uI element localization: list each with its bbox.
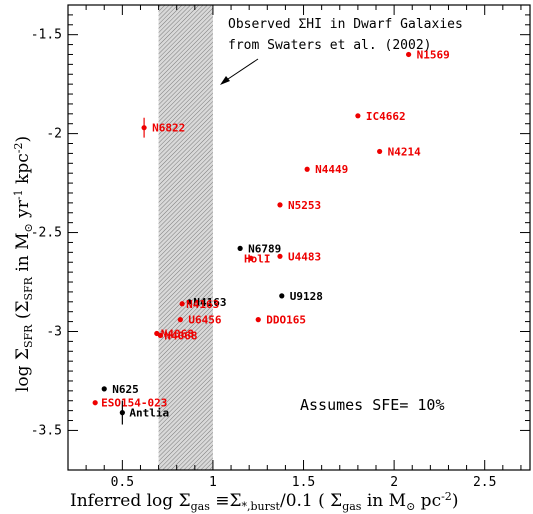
data-point: N6789 [237, 242, 281, 255]
point-label: N4449 [315, 163, 348, 176]
point-label: DDO165 [266, 314, 306, 327]
observed-hi-band [158, 5, 213, 470]
point-label: N1569 [417, 48, 450, 61]
data-point: ESO154-023 [92, 397, 167, 410]
point-marker [406, 51, 412, 58]
data-point: N4449 [304, 163, 348, 176]
data-point: DDO165 [255, 314, 306, 327]
x-tick-label: 1.5 [292, 475, 315, 490]
point-label: IC4662 [366, 110, 406, 123]
axis-ticks [67, 4, 530, 470]
y-axis-title: log ΣSFR (ΣSFR in M⊙ yr-1 kpc-2) [12, 136, 35, 392]
data-point: N625 [101, 383, 139, 396]
point-marker [157, 332, 163, 339]
point-marker [279, 293, 285, 299]
data-point: N5253 [277, 199, 321, 212]
point-label: U9128 [290, 290, 323, 303]
point-label: N4163 [186, 298, 219, 311]
data-point: N6822 [141, 117, 185, 138]
data-point: IC4662 [355, 110, 406, 123]
y-tick-label: -3.5 [31, 423, 62, 438]
point-marker [277, 253, 283, 259]
point-marker [177, 317, 183, 323]
x-tick-label: 2.5 [473, 475, 496, 490]
point-marker [101, 386, 107, 392]
plot-frame [67, 4, 531, 471]
data-point: N1569 [406, 48, 450, 61]
x-axis-title: Inferred log Σgas ≡Σ*,burst/0.1 ( Σgas i… [70, 490, 458, 513]
point-label: N6822 [152, 122, 185, 135]
point-label: ESO154-023 [101, 397, 167, 410]
data-point: U9128 [279, 290, 323, 303]
y-tick-labels: -3.5 -3 -2.5 -2 -1.5 [31, 28, 62, 439]
point-marker [355, 113, 361, 119]
point-marker [304, 166, 310, 172]
data-point: U6456 [177, 314, 222, 327]
data-points: N1569 IC4662 N4214 N4449 N5253 N6822 HolI U4483… [92, 48, 450, 425]
point-marker [377, 148, 383, 155]
data-point: N4214 [377, 145, 421, 158]
point-marker [255, 317, 261, 323]
point-label: N4068 [164, 329, 197, 342]
annotation-line-1: Observed ΣHI in Dwarf Galaxies [228, 17, 463, 32]
point-marker [179, 301, 185, 307]
point-marker [248, 255, 254, 261]
point-label: Antlia [129, 407, 169, 420]
x-tick-label: 2 [390, 475, 398, 490]
point-marker [186, 299, 192, 305]
data-point: U4483 [277, 250, 321, 263]
data-point: N4163 [186, 296, 227, 309]
point-label: HolI [244, 252, 270, 265]
annotation-arrow [220, 58, 259, 85]
y-tick-label: -2.5 [31, 226, 62, 241]
y-tick-label: -2 [46, 127, 62, 142]
annotation-line-2: from Swaters et al. (2002) [228, 38, 432, 53]
data-point: N4068 [157, 329, 198, 342]
point-marker [141, 125, 147, 131]
point-label: N625 [112, 383, 139, 396]
x-tick-label: 1 [209, 475, 217, 490]
point-marker [277, 202, 283, 208]
point-marker [92, 400, 98, 406]
point-marker [237, 245, 243, 251]
point-label: N6789 [248, 242, 281, 255]
data-point: N4163 [179, 298, 219, 311]
point-label: N4068 [161, 327, 194, 340]
y-tick-label: -3 [46, 324, 62, 339]
x-tick-label: 0.5 [111, 475, 134, 490]
point-label: N5253 [288, 199, 321, 212]
sfe-note: Assumes SFE= 10% [300, 396, 445, 414]
point-label: U6456 [188, 314, 221, 327]
data-point: Antlia [119, 400, 169, 425]
data-point: HolI [244, 252, 270, 265]
x-tick-labels: 0.5 1 1.5 2 2.5 [111, 475, 497, 490]
y-tick-label: -1.5 [31, 28, 62, 43]
point-label: U4483 [288, 250, 321, 263]
point-label: N4163 [193, 296, 226, 309]
point-marker [119, 410, 125, 416]
point-label: N4214 [388, 145, 421, 158]
